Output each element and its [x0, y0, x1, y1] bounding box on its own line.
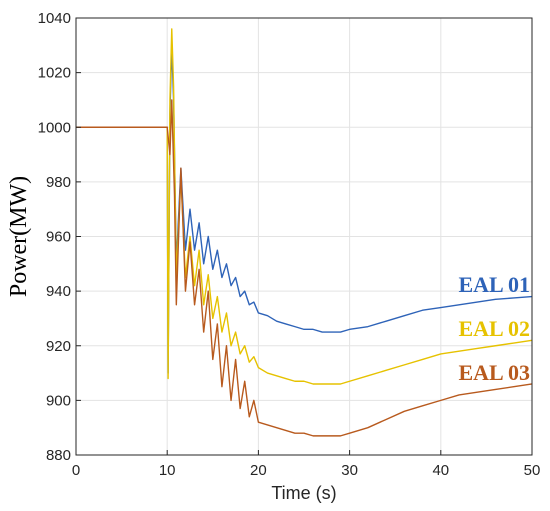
grid — [76, 18, 532, 455]
y-tick-label: 880 — [46, 447, 71, 464]
x-tick-label: 20 — [250, 462, 267, 479]
x-tick-label: 40 — [432, 462, 449, 479]
x-tick-label: 0 — [72, 462, 80, 479]
x-tick-label: 10 — [159, 462, 176, 479]
x-tick-label: 50 — [524, 462, 541, 479]
series-label-3: EAL 03 — [458, 360, 530, 385]
y-axis-title: Power(MW) — [6, 176, 32, 297]
y-tick-label: 980 — [46, 174, 71, 191]
axes: 0 10 20 30 40 5088090092094096098010001020104… — [38, 10, 541, 479]
y-tick-label: 1000 — [38, 119, 71, 136]
series-labels: EAL 01 EAL 02 EAL 03 — [458, 272, 530, 385]
series-line-3 — [76, 99, 533, 437]
series-label-1: EAL 01 — [458, 272, 530, 297]
x-tick-label: 30 — [341, 462, 358, 479]
y-tick-label: 1020 — [38, 65, 71, 82]
y-tick-label: 920 — [46, 338, 71, 355]
x-axis-title: Time (s) — [271, 483, 336, 503]
y-tick-label: 1040 — [38, 10, 71, 27]
y-tick-label: 900 — [46, 392, 71, 409]
series-label-2: EAL 02 — [458, 316, 530, 341]
series-layer — [76, 28, 533, 437]
y-tick-label: 960 — [46, 229, 71, 246]
y-tick-label: 940 — [46, 283, 71, 300]
